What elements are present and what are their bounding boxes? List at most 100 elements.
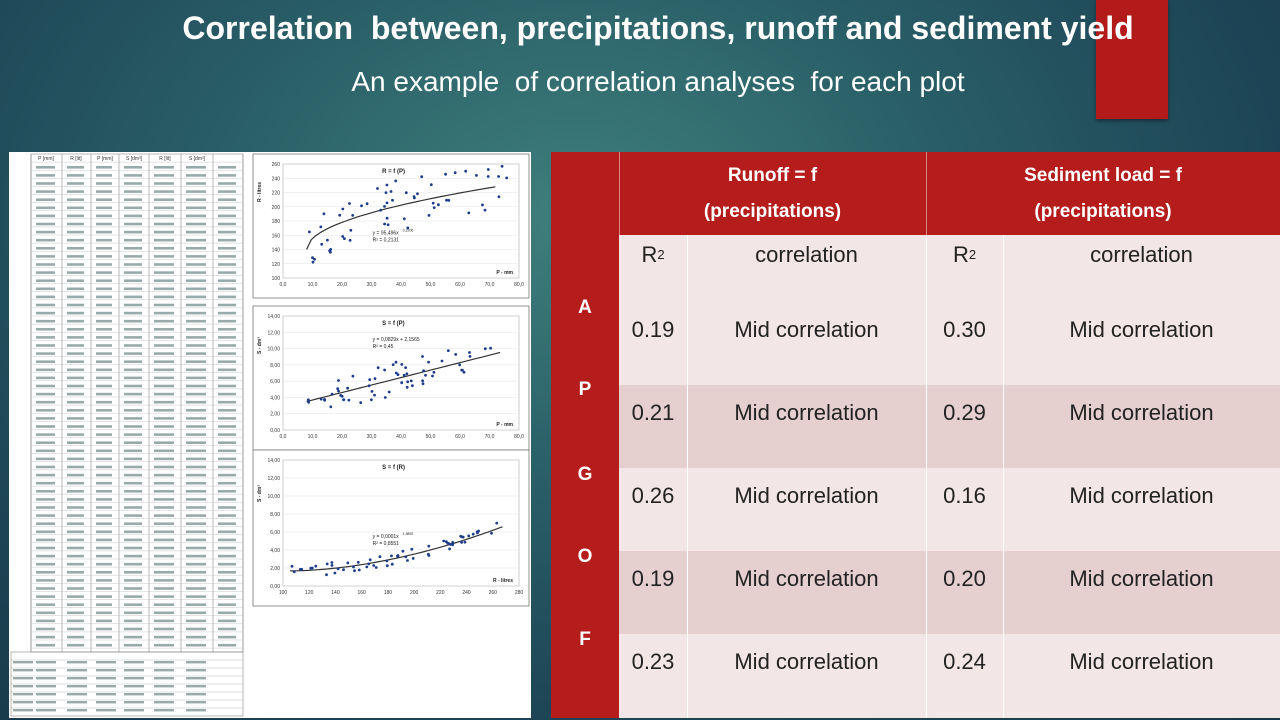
scan-value — [124, 360, 142, 363]
scan-value — [36, 441, 55, 444]
scan-value — [96, 392, 112, 396]
scan-value — [67, 530, 84, 534]
scan-value — [124, 522, 142, 525]
x-tick-label: 70,0 — [485, 434, 495, 440]
correlation-heading: correlation — [1090, 242, 1193, 267]
scatter-point — [337, 379, 340, 382]
scatter-point — [342, 568, 345, 572]
scatter-point — [319, 225, 323, 229]
y-tick-label: 160 — [272, 233, 281, 239]
trend-equation: y = 0,0829x + 2,1565 — [373, 337, 420, 343]
correlation-heading: correlation — [755, 242, 858, 267]
chart-title: R = f (P) — [382, 169, 405, 175]
scatter-point — [405, 385, 409, 389]
scatter-point — [394, 371, 398, 375]
scan-value — [154, 635, 174, 639]
scan-value — [154, 611, 174, 615]
scatter-point — [500, 164, 504, 168]
scan-value — [154, 409, 174, 412]
scan-value — [67, 693, 87, 696]
scan-value — [67, 344, 84, 347]
scan-value — [186, 538, 206, 542]
sediment-correlation-label: Mid correlation — [1069, 483, 1214, 508]
scan-value — [218, 279, 236, 282]
scan-value — [13, 701, 33, 704]
scan-value — [154, 425, 174, 428]
scatter-point — [338, 213, 342, 217]
scatter-point — [308, 230, 311, 234]
scan-value — [124, 587, 142, 590]
scan-value — [67, 255, 84, 258]
scan-value — [124, 546, 142, 550]
scan-value — [96, 295, 112, 299]
scan-value — [154, 328, 174, 331]
scatter-point — [440, 359, 444, 363]
scan-value — [124, 441, 142, 444]
scan-value — [96, 182, 112, 185]
scan-value — [218, 360, 236, 363]
x-axis-label: P - mm — [496, 270, 513, 276]
scatter-point — [463, 540, 467, 544]
scan-value — [154, 643, 174, 647]
sediment-correlation-label: Mid correlation — [1069, 400, 1214, 425]
runoff-r2-value: 0.21 — [631, 400, 675, 425]
scan-value — [124, 635, 142, 639]
scan-value — [154, 336, 174, 339]
scan-value — [186, 643, 206, 647]
scan-value — [124, 230, 142, 234]
scan-value — [218, 336, 236, 339]
scatter-point — [348, 202, 351, 205]
scan-value — [154, 685, 174, 688]
scan-value — [124, 247, 142, 250]
scatter-point — [383, 396, 387, 399]
scan-value — [96, 279, 112, 282]
scan-value — [154, 182, 174, 185]
scan-value — [36, 619, 55, 623]
scatter-point — [356, 560, 360, 564]
scan-value — [124, 449, 142, 453]
scan-value — [67, 571, 84, 574]
x-axis-label: R - litres — [493, 578, 513, 584]
scatter-point — [328, 249, 331, 253]
scan-value — [67, 319, 84, 323]
scan-value — [124, 677, 144, 680]
scatter-point — [445, 198, 448, 202]
scatter-point — [406, 559, 409, 562]
scan-value — [124, 166, 142, 169]
scan-value — [218, 449, 236, 453]
scatter-point — [460, 368, 464, 372]
y-tick-label: 6,00 — [270, 530, 280, 536]
scan-value — [186, 271, 206, 274]
chart-frame — [252, 153, 530, 299]
scan-value — [186, 238, 206, 242]
scan-value — [96, 247, 112, 250]
scan-value — [36, 661, 56, 664]
y-tick-label: 10,00 — [267, 494, 280, 500]
y-tick-label: 220 — [272, 191, 281, 197]
scatter-point — [481, 203, 484, 207]
scan-value — [67, 498, 84, 501]
scatter-point — [421, 382, 425, 386]
scan-value — [124, 198, 142, 201]
scan-value — [218, 344, 236, 347]
scatter-point — [405, 372, 409, 376]
scan-value — [96, 319, 112, 323]
plot-letter: O — [577, 546, 593, 567]
scatter-point — [320, 242, 324, 246]
scan-value — [186, 279, 206, 282]
scan-value — [154, 498, 174, 501]
scan-value — [36, 603, 55, 606]
scan-value — [96, 677, 116, 680]
scan-value — [67, 554, 84, 558]
scan-value — [67, 661, 87, 664]
x-tick-label: 70,0 — [485, 282, 495, 288]
scan-value — [36, 457, 55, 461]
scatter-point — [422, 369, 425, 373]
scan-value — [186, 571, 206, 574]
scan-value — [154, 255, 174, 258]
scatter-point — [346, 561, 350, 565]
scan-value — [96, 595, 112, 598]
scan-value — [218, 506, 236, 509]
scan-value — [218, 271, 236, 274]
scatter-point — [385, 564, 389, 568]
